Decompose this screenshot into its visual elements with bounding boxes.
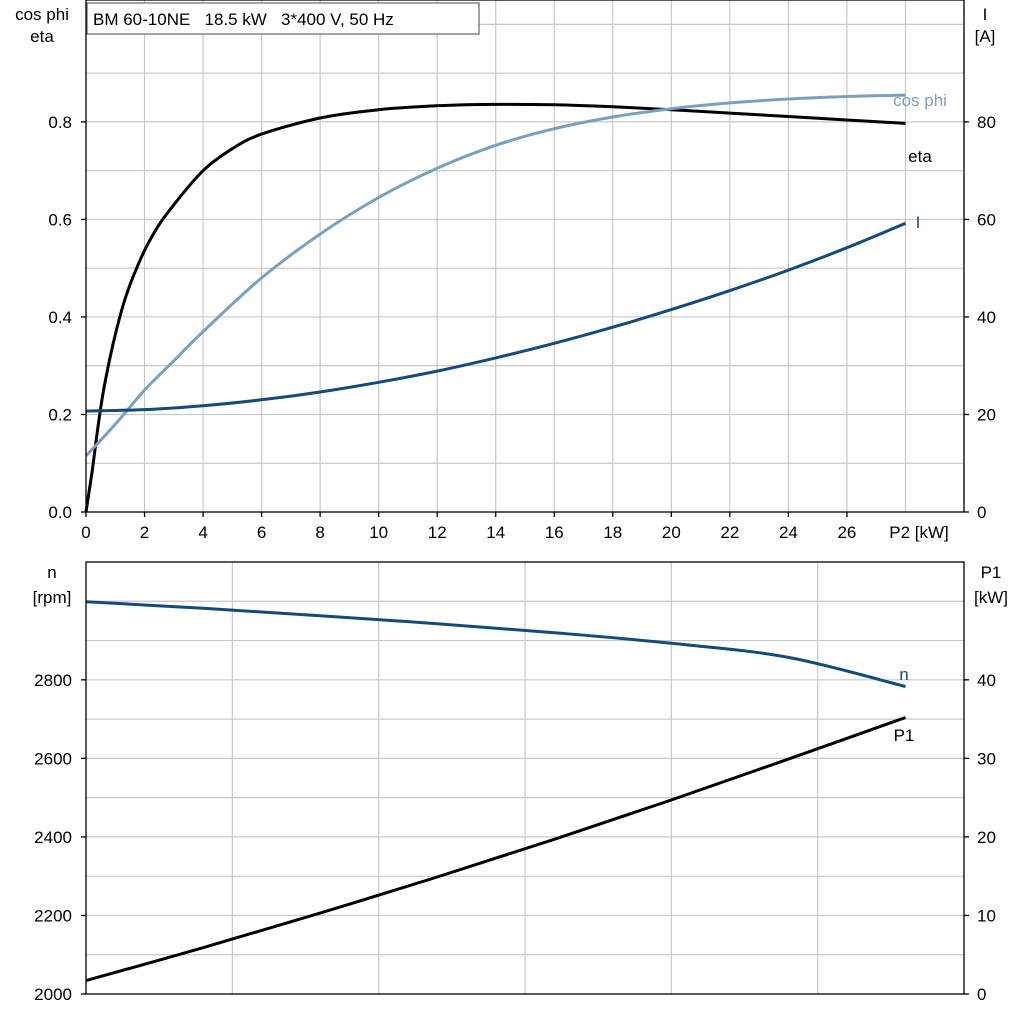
- chart-title: BM 60-10NE 18.5 kW 3*400 V, 50 Hz: [93, 10, 394, 29]
- bottom-right-y-tick-label: 10: [977, 906, 996, 925]
- top-plot-frame: [85, 0, 965, 513]
- x-tick-label: 16: [545, 523, 564, 542]
- bottom-left-y-tick-label: 2000: [34, 985, 72, 1004]
- bottom-right-y-tick-label: 30: [977, 749, 996, 768]
- right-y-tick-label: 60: [977, 210, 996, 229]
- x-tick-label: 22: [720, 523, 739, 542]
- bottom-left-y-tick-label: 2600: [34, 749, 72, 768]
- x-tick-label: 14: [486, 523, 505, 542]
- bottom-left-axis-label-2: [rpm]: [33, 588, 72, 607]
- series-line-eta: [84, 102, 906, 513]
- x-tick-label: 26: [837, 523, 856, 542]
- bottom-left-axis-label-1: n: [47, 563, 56, 582]
- x-tick-label: 24: [779, 523, 798, 542]
- bottom-right-y-tick-label: 20: [977, 828, 996, 847]
- bottom-left-y-tick-label: 2400: [34, 828, 72, 847]
- x-tick-label: 8: [315, 523, 324, 542]
- x-tick-label: 12: [428, 523, 447, 542]
- top-axis-ticks: 0 2 4 6 8 10 12 14 16 18 20 22 24 260.00.20.40.60.802…: [48, 113, 996, 542]
- bottom-right-y-tick-label: 40: [977, 671, 996, 690]
- left-y-tick-label: 0.4: [48, 308, 72, 327]
- bottom-axis-ticks: 2000 2200 2400 2600 2800 0 10 20 30 40: [34, 671, 996, 1004]
- series-line-i: [85, 221, 907, 413]
- x-tick-label: 20: [662, 523, 681, 542]
- bottom-plot-frame: [85, 561, 965, 995]
- left-y-tick-label: 0.0: [48, 503, 72, 522]
- bottom-right-axis-label-2: [kW]: [974, 588, 1008, 607]
- left-y-tick-label: 0.6: [48, 210, 72, 229]
- series-line-p1: [85, 716, 907, 983]
- series-label-eta: eta: [908, 147, 932, 166]
- x-tick-label: 0: [81, 523, 90, 542]
- speed-power-chart: n P1 2000 2200 2400 2600 2800 0 10 20 30 40 n [rpm…: [33, 561, 1008, 1004]
- x-tick-label: 18: [603, 523, 622, 542]
- series-label-n: n: [899, 665, 908, 684]
- top-series-lines: eta cos phi I: [84, 91, 947, 513]
- left-y-tick-label: 0.2: [48, 405, 72, 424]
- top-left-axis-label-2: eta: [30, 27, 54, 46]
- right-y-tick-label: 20: [977, 405, 996, 424]
- top-left-axis-label-1: cos phi: [15, 5, 69, 24]
- series-label-i: I: [916, 213, 921, 232]
- right-y-tick-label: 40: [977, 308, 996, 327]
- bottom-left-y-tick-label: 2200: [34, 906, 72, 925]
- left-y-tick-label: 0.8: [48, 113, 72, 132]
- series-label-p1: P1: [894, 726, 915, 745]
- series-line-cos-phi: [84, 93, 906, 457]
- top-title-box: BM 60-10NE 18.5 kW 3*400 V, 50 Hz: [86, 2, 480, 35]
- top-right-axis-label-1: I: [983, 5, 988, 24]
- x-tick-label: 4: [198, 523, 207, 542]
- bottom-right-y-tick-label: 0: [977, 985, 986, 1004]
- bottom-left-y-tick-label: 2800: [34, 671, 72, 690]
- right-y-tick-label: 80: [977, 113, 996, 132]
- bottom-right-axis-label-1: P1: [981, 563, 1002, 582]
- x-axis-label: P2 [kW]: [889, 523, 949, 542]
- bottom-series-lines: n P1: [85, 600, 915, 983]
- right-y-tick-label: 0: [977, 503, 986, 522]
- top-right-axis-label-2: [A]: [975, 27, 996, 46]
- x-tick-label: 2: [140, 523, 149, 542]
- x-tick-label: 10: [369, 523, 388, 542]
- series-line-n: [85, 600, 906, 688]
- bottom-grid: [86, 562, 964, 994]
- title-box-frame: [86, 2, 480, 35]
- series-label-cos-phi: cos phi: [893, 91, 947, 110]
- top-grid: [86, 0, 965, 512]
- x-tick-label: 6: [257, 523, 266, 542]
